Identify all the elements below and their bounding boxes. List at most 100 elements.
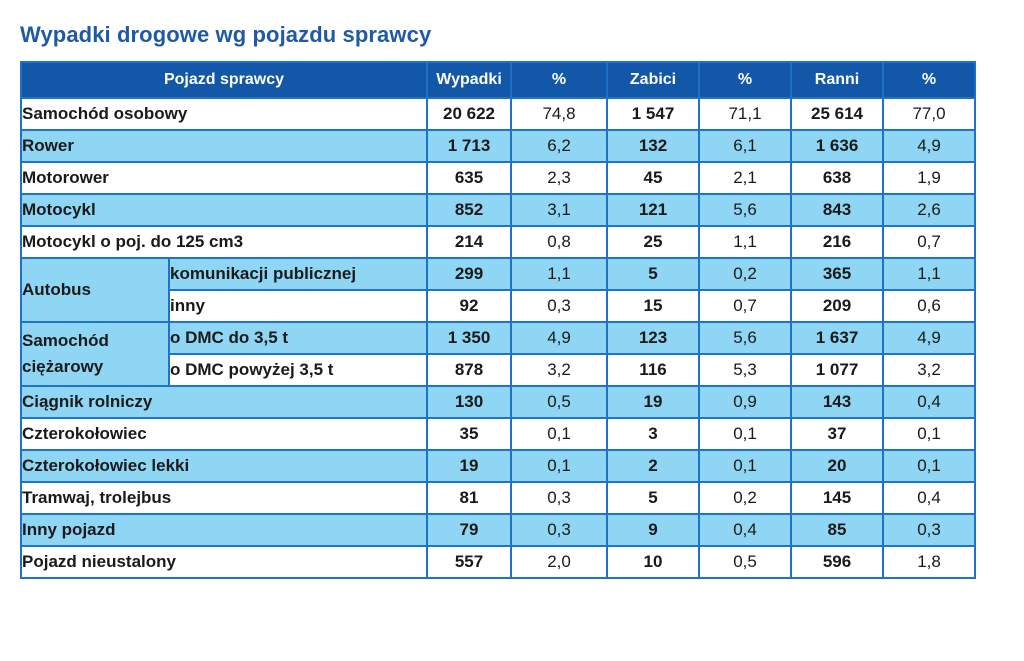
injured-pct: 3,2 [882, 353, 977, 387]
group-label-truck: Samochód ciężarowy [20, 321, 170, 387]
killed-pct: 0,4 [698, 513, 793, 547]
row-label: Ciągnik rolniczy [19, 385, 429, 419]
header-killed-pct: % [698, 61, 793, 99]
injured-value: 20 [790, 449, 885, 483]
table-row: Czterokołowiec lekki 19 0,1 2 0,1 20 0,1 [19, 449, 977, 483]
row-label: Motocykl o poj. do 125 cm3 [19, 225, 429, 259]
accidents-value: 130 [426, 385, 513, 419]
killed-pct: 0,1 [698, 449, 793, 483]
row-label: Tramwaj, trolejbus [19, 481, 429, 515]
killed-value: 123 [606, 321, 701, 355]
header-accidents-pct: % [510, 61, 609, 99]
killed-pct: 0,9 [698, 385, 793, 419]
row-label: Czterokołowiec lekki [19, 449, 429, 483]
accidents-pct: 3,1 [510, 193, 609, 227]
injured-pct: 0,1 [882, 417, 977, 451]
killed-value: 2 [606, 449, 701, 483]
killed-value: 121 [606, 193, 701, 227]
injured-value: 209 [790, 289, 885, 323]
table-row: Pojazd nieustalony 557 2,0 10 0,5 596 1,… [19, 545, 977, 579]
accidents-value: 299 [426, 257, 513, 291]
injured-pct: 77,0 [882, 97, 977, 131]
accidents-value: 81 [426, 481, 513, 515]
accidents-value: 214 [426, 225, 513, 259]
row-label: Pojazd nieustalony [19, 545, 429, 579]
killed-value: 10 [606, 545, 701, 579]
injured-pct: 0,7 [882, 225, 977, 259]
killed-pct: 5,6 [698, 321, 793, 355]
killed-pct: 0,2 [698, 481, 793, 515]
row-label: Czterokołowiec [19, 417, 429, 451]
header-injured: Ranni [790, 61, 885, 99]
injured-pct: 2,6 [882, 193, 977, 227]
injured-pct: 1,9 [882, 161, 977, 195]
injured-pct: 4,9 [882, 321, 977, 355]
accidents-value: 20 622 [426, 97, 513, 131]
killed-pct: 6,1 [698, 129, 793, 163]
row-label: Motorower [19, 161, 429, 195]
killed-pct: 0,1 [698, 417, 793, 451]
header-accidents: Wypadki [426, 61, 513, 99]
killed-pct: 2,1 [698, 161, 793, 195]
injured-value: 365 [790, 257, 885, 291]
accidents-value: 1 713 [426, 129, 513, 163]
killed-value: 5 [606, 481, 701, 515]
table-row: Rower 1 713 6,2 132 6,1 1 636 4,9 [19, 129, 977, 163]
killed-pct: 1,1 [698, 225, 793, 259]
killed-value: 15 [606, 289, 701, 323]
killed-pct: 0,7 [698, 289, 793, 323]
injured-pct: 4,9 [882, 129, 977, 163]
table-row: Tramwaj, trolejbus 81 0,3 5 0,2 145 0,4 [19, 481, 977, 515]
injured-value: 25 614 [790, 97, 885, 131]
killed-value: 19 [606, 385, 701, 419]
accidents-pct: 0,1 [510, 449, 609, 483]
table-row: Ciągnik rolniczy 130 0,5 19 0,9 143 0,4 [19, 385, 977, 419]
row-label: Motocykl [19, 193, 429, 227]
killed-value: 3 [606, 417, 701, 451]
row-sublabel: o DMC do 3,5 t [167, 321, 429, 355]
table-row: Inny pojazd 79 0,3 9 0,4 85 0,3 [19, 513, 977, 547]
killed-value: 1 547 [606, 97, 701, 131]
table-row: Motocykl o poj. do 125 cm3 214 0,8 25 1,… [19, 225, 977, 259]
accidents-pct: 0,3 [510, 513, 609, 547]
injured-value: 1 077 [790, 353, 885, 387]
group-label-line: ciężarowy [22, 357, 104, 376]
killed-value: 45 [606, 161, 701, 195]
accidents-value: 35 [426, 417, 513, 451]
injured-pct: 1,1 [882, 257, 977, 291]
injured-value: 638 [790, 161, 885, 195]
accidents-pct: 0,5 [510, 385, 609, 419]
killed-pct: 5,3 [698, 353, 793, 387]
row-sublabel: inny [167, 289, 429, 323]
table-row: o DMC powyżej 3,5 t 878 3,2 116 5,3 1 07… [21, 353, 977, 387]
injured-pct: 0,4 [882, 385, 977, 419]
injured-value: 145 [790, 481, 885, 515]
row-label: Samochód osobowy [19, 97, 429, 131]
killed-value: 116 [606, 353, 701, 387]
table-row: Samochód ciężarowy o DMC do 3,5 t 1 350 4… [20, 321, 977, 387]
header-killed: Zabici [606, 61, 701, 99]
accidents-pct: 74,8 [510, 97, 609, 131]
killed-value: 25 [606, 225, 701, 259]
killed-value: 5 [606, 257, 701, 291]
accidents-value: 79 [426, 513, 513, 547]
table-row: inny 92 0,3 15 0,7 209 0,6 [21, 289, 977, 323]
injured-pct: 0,4 [882, 481, 977, 515]
row-sublabel: komunikacji publicznej [167, 257, 429, 291]
injured-pct: 0,3 [882, 513, 977, 547]
killed-pct: 71,1 [698, 97, 793, 131]
accidents-pct: 0,3 [510, 289, 609, 323]
accidents-pct: 4,9 [510, 321, 609, 355]
row-label: Rower [19, 129, 429, 163]
accidents-pct: 3,2 [510, 353, 609, 387]
accidents-pct: 0,1 [510, 417, 609, 451]
killed-value: 132 [606, 129, 701, 163]
table-row: Motorower 635 2,3 45 2,1 638 1,9 [19, 161, 977, 195]
table-header-row: Pojazd sprawcy Wypadki % Zabici % Ranni … [19, 61, 977, 99]
accidents-value: 635 [426, 161, 513, 195]
accidents-pct: 2,0 [510, 545, 609, 579]
injured-value: 85 [790, 513, 885, 547]
group-label-bus: Autobus [20, 257, 170, 323]
accidents-value: 852 [426, 193, 513, 227]
accidents-pct: 2,3 [510, 161, 609, 195]
